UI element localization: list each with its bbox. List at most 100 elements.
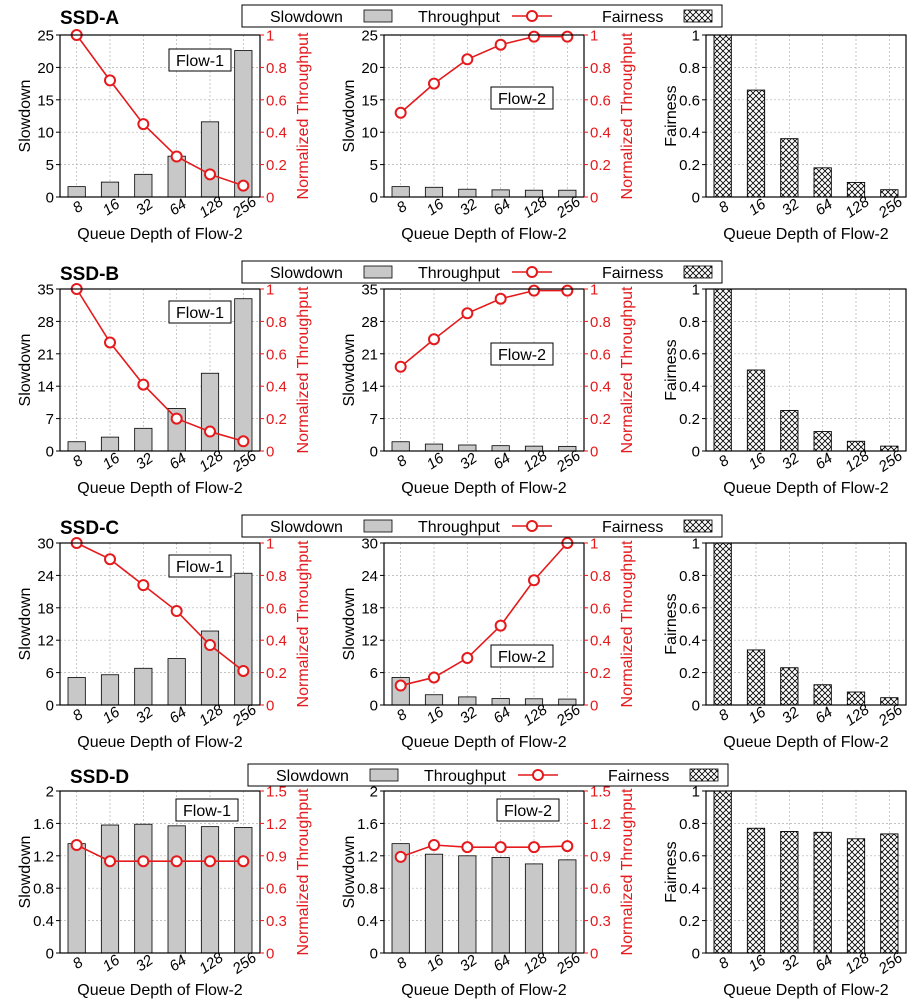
x-tick-label: 8 (70, 706, 87, 725)
slowdown-bar (234, 50, 253, 198)
y2-axis-label: Normalized Throughput (619, 32, 636, 199)
y-tick-label: 24 (37, 568, 54, 585)
flow2-panel: 0 5 10 15 20 25 Slowdown 0 0.2 0.4 0.6 0.8 1 Normaliz… (341, 28, 636, 244)
legend-frame (247, 763, 729, 787)
y2-tick-label: 0.2 (266, 411, 287, 428)
fairness-bar (813, 831, 832, 954)
y2-tick-label: 0.6 (266, 881, 287, 898)
y-tick-label: 0.2 (679, 157, 700, 174)
throughput-point (528, 574, 540, 587)
y-tick-label: 10 (37, 125, 54, 142)
slowdown-bar (200, 372, 220, 452)
y2-tick-label: 0.8 (266, 568, 287, 585)
x-tick-label: 8 (394, 706, 411, 725)
x-tick-label: 32 (457, 951, 481, 975)
legend-throughput-label: Throughput (418, 265, 500, 282)
throughput-point (137, 855, 150, 868)
y2-tick-label: 0.8 (266, 60, 287, 77)
y-tick-label: 0.8 (357, 881, 378, 898)
y2-tick-label: 1 (266, 536, 274, 553)
flow-label-box (490, 86, 554, 110)
legend-fairness-swatch (683, 519, 713, 533)
slowdown-bar (424, 443, 444, 452)
y2-tick-label: 1 (590, 282, 598, 299)
legend: Slowdown Throughput Fairness (241, 260, 723, 284)
fairness-bar (880, 833, 899, 954)
plot-frame (59, 542, 261, 706)
throughput-point (137, 118, 150, 131)
x-tick-label: 16 (100, 951, 124, 975)
slowdown-bar (167, 825, 186, 954)
throughput-point (494, 619, 507, 632)
x-tick-label: 32 (779, 703, 803, 727)
legend-throughput-marker (526, 520, 538, 532)
slowdown-bar (134, 823, 153, 954)
slowdown-bar (67, 843, 86, 954)
y2-tick-label: 0.2 (590, 665, 611, 682)
fairness-bar (713, 34, 732, 198)
legend-throughput-marker (532, 769, 544, 781)
x-tick-label: 16 (424, 703, 448, 727)
legend-slowdown-swatch (363, 519, 393, 533)
x-tick-label: 8 (394, 452, 411, 471)
y2-tick-label: 0.4 (590, 633, 611, 650)
y2-tick-label: 0 (266, 444, 274, 461)
slowdown-bar (200, 121, 220, 198)
slowdown-bar (458, 188, 477, 198)
legend-fairness-swatch (683, 9, 713, 23)
legend-slowdown-swatch (363, 9, 393, 23)
throughput-point (237, 179, 250, 192)
y-tick-label: 7 (370, 411, 378, 428)
slowdown-bar (391, 441, 410, 452)
y-tick-label: 1.6 (33, 816, 54, 833)
throughput-point (494, 292, 507, 305)
legend-throughput-label: Throughput (424, 768, 506, 785)
y-tick-label: 20 (37, 60, 54, 77)
x-tick-label: 8 (716, 452, 733, 471)
y2-axis-label: Normalized Throughput (295, 540, 312, 707)
fairness-bar (846, 838, 866, 954)
y2-tick-label: 0.6 (590, 92, 611, 109)
y-tick-label: 1 (692, 282, 700, 299)
y-axis-label: Fairness (663, 841, 680, 902)
x-tick-label: 64 (490, 952, 513, 975)
slowdown-bar (100, 674, 120, 706)
x-tick-label: 64 (490, 196, 513, 219)
plot-frame (383, 790, 585, 954)
y-tick-label: 0.6 (679, 346, 700, 363)
throughput-point (104, 336, 116, 349)
y-tick-label: 2 (46, 784, 54, 801)
y2-tick-label: 1 (266, 28, 274, 45)
y-tick-label: 0.6 (679, 600, 700, 617)
y-tick-label: 0.6 (679, 92, 700, 109)
y-tick-label: 5 (370, 157, 378, 174)
y-tick-label: 0 (46, 698, 54, 715)
plot-frame (705, 542, 907, 706)
flow-label-box (175, 798, 239, 822)
plot-frame (705, 288, 907, 452)
y2-tick-label: 0.6 (266, 346, 287, 363)
y-tick-label: 1.2 (357, 848, 378, 865)
y2-tick-label: 0.9 (266, 848, 287, 865)
y-axis-label: Slowdown (17, 334, 34, 407)
slowdown-bar (100, 436, 120, 452)
y2-tick-label: 0.6 (266, 600, 287, 617)
legend-frame (241, 4, 723, 28)
x-tick-label: 32 (457, 449, 481, 473)
legend: Slowdown Throughput Fairness (247, 763, 729, 787)
y-tick-label: 1.6 (357, 816, 378, 833)
throughput-point (428, 77, 440, 90)
x-axis-label: Queue Depth of Flow-2 (723, 480, 889, 497)
y-tick-label: 25 (361, 28, 378, 45)
y-tick-label: 0.8 (679, 568, 700, 585)
y2-tick-label: 0.4 (266, 633, 287, 650)
throughput-line (76, 542, 244, 672)
plot-frame (59, 288, 261, 452)
throughput-point (394, 360, 407, 373)
y2-tick-label: 0 (266, 946, 274, 963)
fairness-bar (813, 431, 832, 452)
fairness-bar (780, 138, 799, 198)
ssd-title: SSD-D (70, 767, 129, 788)
